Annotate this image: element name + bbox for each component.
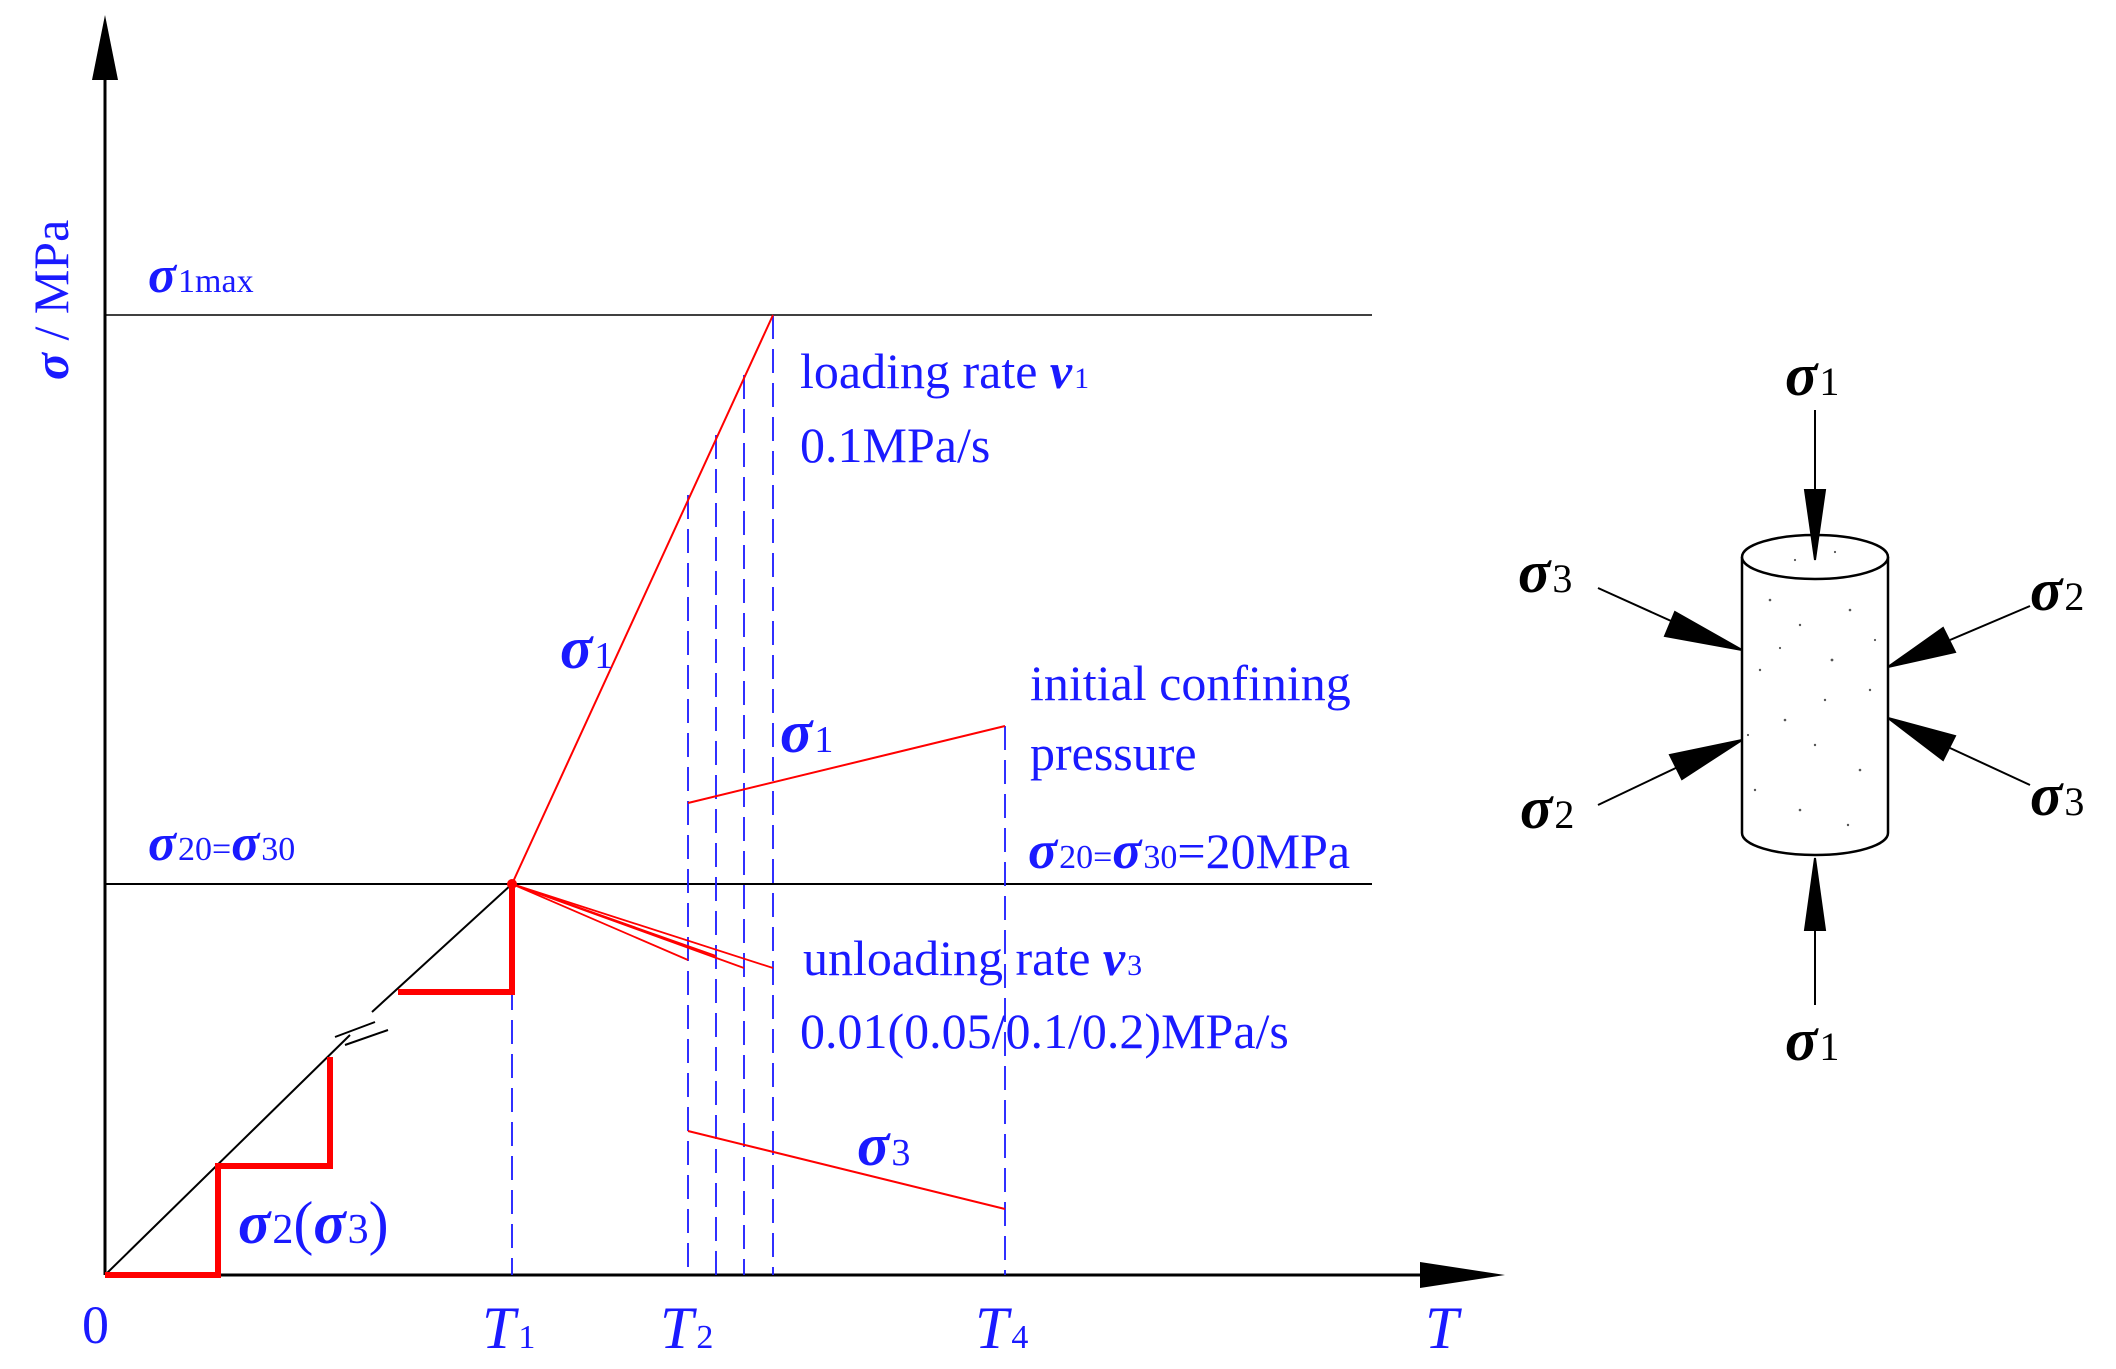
- arrow-lower-right-head: [1887, 717, 1957, 762]
- guide-lines: [511, 315, 1006, 1275]
- specimen-diagram: σ1 σ1 σ3 σ2 σ2 σ3: [1518, 342, 2084, 1073]
- staged-loading-path-upper: [398, 884, 515, 995]
- sigma1-loading-line: [511, 314, 774, 885]
- specimen-label-lower-left: σ2: [1520, 775, 1574, 841]
- x-axis-label: T: [1425, 1295, 1462, 1361]
- staged-loading-path: [105, 1057, 333, 1278]
- arrow-upper-right-shaft: [1949, 605, 2031, 641]
- turning-point-dot: [507, 879, 517, 889]
- sigma3-unload-line-1: [511, 883, 689, 961]
- break-mark-1: [334, 1021, 376, 1038]
- arrow-lower-right-shaft: [1949, 747, 2031, 786]
- loading-rate-label: loading rate v1: [800, 343, 1089, 399]
- arrow-upper-right-head: [1887, 626, 1957, 668]
- arrow-upper-left-head: [1663, 610, 1743, 651]
- sigma3-unload-stage-line: [687, 1130, 1006, 1210]
- arrow-bottom-head: [1803, 857, 1827, 931]
- unloading-rate-label: unloading rate v3: [803, 930, 1142, 986]
- specimen-label-lower-right: σ3: [2030, 762, 2084, 828]
- hydrostatic-line-lower: [104, 1034, 351, 1276]
- sigma1max-label: σ1max: [148, 247, 254, 304]
- tick-label-t4: T4: [975, 1295, 1028, 1361]
- y-axis-label: σ / MPa: [23, 220, 79, 380]
- sigma1-curve-label: σ1: [560, 615, 613, 681]
- origin-label: 0: [82, 1295, 109, 1355]
- initial-confining-line1: initial confining: [1030, 655, 1351, 711]
- y-axis-label-unit: / MPa: [23, 220, 79, 353]
- initial-level-label: σ20=σ30: [148, 815, 295, 872]
- arrow-upper-left-shaft: [1597, 587, 1681, 626]
- y-axis-arrowhead: [92, 15, 118, 80]
- loading-rate-value: 0.1MPa/s: [800, 417, 990, 473]
- tick-label-t1: T1: [482, 1295, 535, 1361]
- specimen-label-upper-left: σ3: [1518, 539, 1572, 605]
- unloading-rate-value: 0.01(0.05/0.1/0.2)MPa/s: [800, 1003, 1289, 1059]
- specimen-labels: σ1 σ1 σ3 σ2 σ2 σ3: [1518, 342, 2084, 1073]
- sigma3-unload-line-4: [511, 883, 774, 969]
- tick-label-t2: T2: [660, 1295, 713, 1361]
- arrow-top-head: [1803, 489, 1827, 561]
- specimen-label-upper-right: σ2: [2030, 557, 2084, 623]
- stage-label: σ2(σ3): [238, 1190, 389, 1256]
- x-axis-arrowhead: [1420, 1262, 1505, 1288]
- arrow-lower-left-head: [1668, 739, 1743, 781]
- sigma1-unload-label: σ1: [780, 699, 833, 765]
- specimen-label-bottom: σ1: [1785, 1007, 1839, 1073]
- load-arrows: [1597, 410, 2031, 1005]
- sigma3-unload-label: σ3: [857, 1112, 910, 1178]
- hydrostatic-line-upper: [371, 883, 513, 1013]
- hydrostatic-path: [104, 883, 513, 1276]
- initial-confining-eq: σ20=σ30=20MPa: [1028, 820, 1350, 880]
- initial-confining-line2: pressure: [1030, 725, 1197, 781]
- axes: [92, 15, 1505, 1288]
- sigma3-unload-line-3: [511, 883, 745, 969]
- y-axis-label-symbol: σ: [23, 351, 79, 380]
- sigma1-unload-stage-line: [687, 725, 1006, 804]
- stress-curves: [105, 314, 1006, 1278]
- break-mark-2: [344, 1029, 389, 1046]
- arrow-lower-left-shaft: [1597, 765, 1681, 806]
- specimen-label-top: σ1: [1785, 342, 1839, 408]
- cylinder-texture: [1746, 550, 1877, 827]
- cylinder-body: [1740, 557, 1890, 857]
